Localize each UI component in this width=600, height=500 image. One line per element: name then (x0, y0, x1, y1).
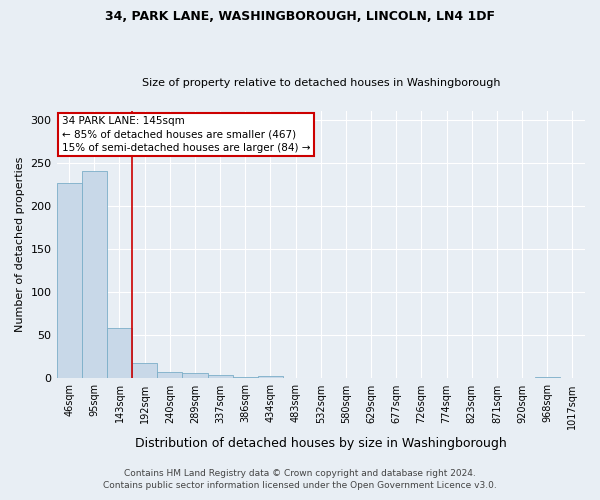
Text: Contains HM Land Registry data © Crown copyright and database right 2024.
Contai: Contains HM Land Registry data © Crown c… (103, 468, 497, 490)
Bar (132, 363, 157, 378)
Bar (56, 184, 82, 378)
X-axis label: Distribution of detached houses by size in Washingborough: Distribution of detached houses by size … (135, 437, 506, 450)
Text: 34, PARK LANE, WASHINGBOROUGH, LINCOLN, LN4 1DF: 34, PARK LANE, WASHINGBOROUGH, LINCOLN, … (105, 10, 495, 23)
Bar (258, 376, 283, 378)
Y-axis label: Number of detached properties: Number of detached properties (15, 157, 25, 332)
Bar (157, 372, 182, 378)
Bar (233, 376, 258, 378)
Bar (82, 172, 107, 378)
Bar (182, 374, 208, 378)
Bar (535, 376, 560, 378)
Text: 34 PARK LANE: 145sqm
← 85% of detached houses are smaller (467)
15% of semi-deta: 34 PARK LANE: 145sqm ← 85% of detached h… (62, 116, 310, 152)
Bar (208, 375, 233, 378)
Bar (107, 328, 132, 378)
Title: Size of property relative to detached houses in Washingborough: Size of property relative to detached ho… (142, 78, 500, 88)
